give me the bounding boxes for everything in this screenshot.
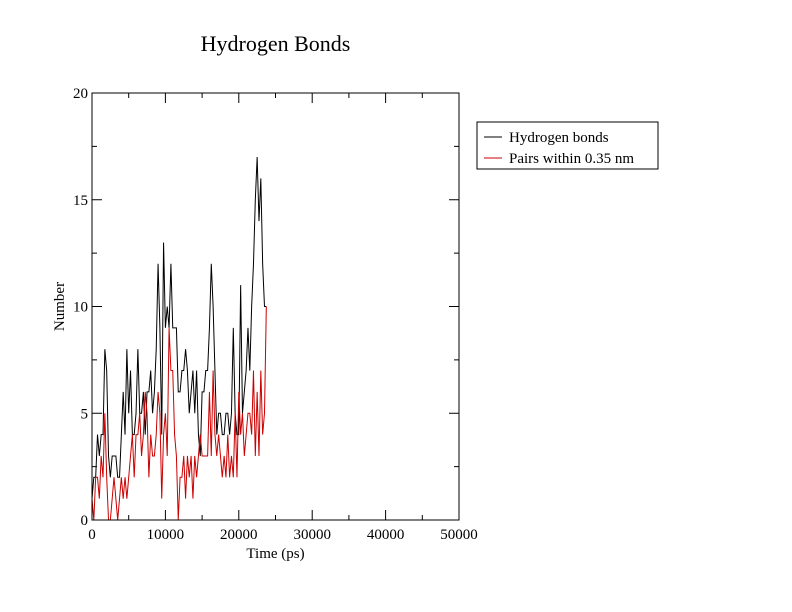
y-tick-label: 15	[73, 193, 88, 209]
series-line-hydrogen-bonds	[91, 157, 267, 499]
y-tick-label: 10	[73, 300, 88, 316]
legend: Hydrogen bonds Pairs within 0.35 nm	[476, 121, 659, 170]
y-tick-label: 5	[81, 406, 89, 422]
x-tick-label: 10000	[147, 527, 185, 543]
legend-label-pairs-within: Pairs within 0.35 nm	[509, 151, 634, 167]
x-tick-label: 20000	[220, 527, 258, 543]
y-axis-label: Number	[52, 282, 68, 331]
legend-label-hydrogen-bonds: Hydrogen bonds	[509, 130, 609, 146]
x-tick-label: 40000	[367, 527, 405, 543]
x-tick-label: 50000	[440, 527, 478, 543]
x-axis-label: Time (ps)	[246, 546, 304, 562]
plot-frame	[91, 92, 460, 521]
y-tick-label: 0	[81, 513, 89, 529]
x-tick-label: 0	[88, 527, 96, 543]
legend-box	[476, 121, 659, 170]
x-tick-label: 30000	[293, 527, 331, 543]
series-line-pairs-within	[91, 306, 267, 521]
axis-ticks: 0 10000 20000 30000 40000 50000 0 5 10 15 20	[73, 86, 478, 543]
y-tick-label: 20	[73, 86, 88, 102]
series-layer	[91, 157, 267, 521]
chart-title: Hydrogen Bonds	[201, 31, 351, 56]
